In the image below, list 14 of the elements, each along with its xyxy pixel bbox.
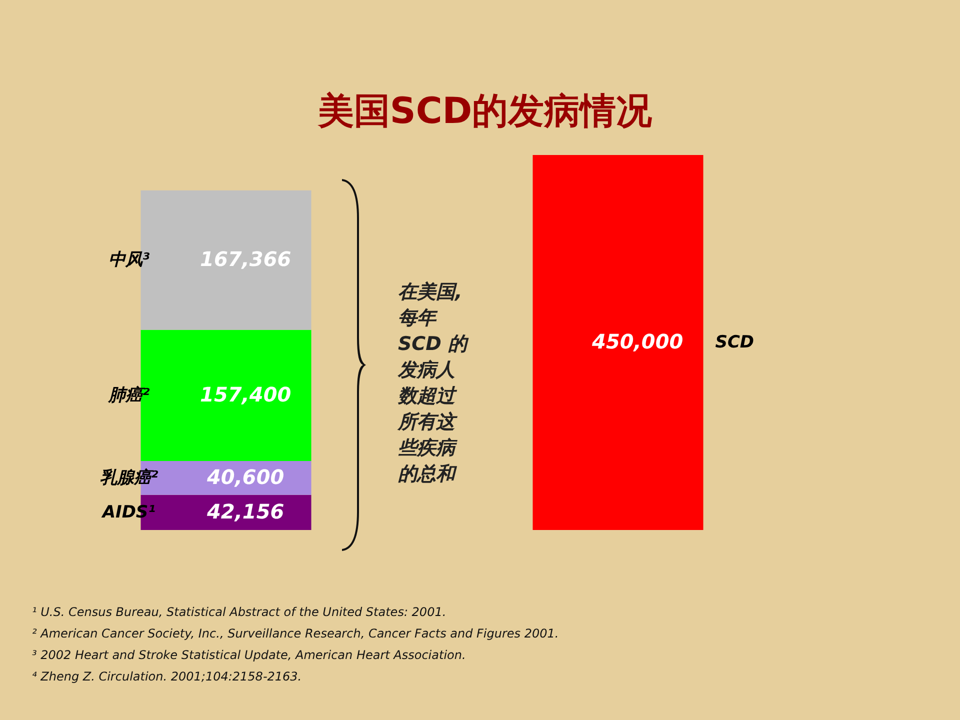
data-label: 450,000 (591, 330, 684, 354)
series-label: 中风³ (108, 250, 150, 270)
annotation: 在美国,每年SCD 的发病人数超过所有这些疾病的总和 (397, 281, 470, 485)
data-label: 167,366 (200, 247, 292, 272)
series-label: 乳腺癌² (100, 468, 159, 488)
data-label: 157,400 (200, 382, 292, 406)
data-label: 42,156 (206, 499, 284, 524)
text: ⁴ Zheng Z. Circulation. 2001;104:2158-2163. (32, 670, 302, 684)
data-label: 40,600 (206, 464, 284, 489)
chart-title: 美国SCD的发病情况 (316, 91, 652, 132)
text: ¹ U.S. Census Bureau, Statistical Abstract of the United States: 2001. (32, 605, 446, 619)
series-label: SCD (715, 332, 754, 352)
text: ³ 2002 Heart and Stroke Statistical Update, American Heart Association. (32, 648, 466, 662)
text: ² American Cancer Society, Inc., Surveillance Research, Cancer Facts and Figures 2001. (32, 626, 559, 640)
